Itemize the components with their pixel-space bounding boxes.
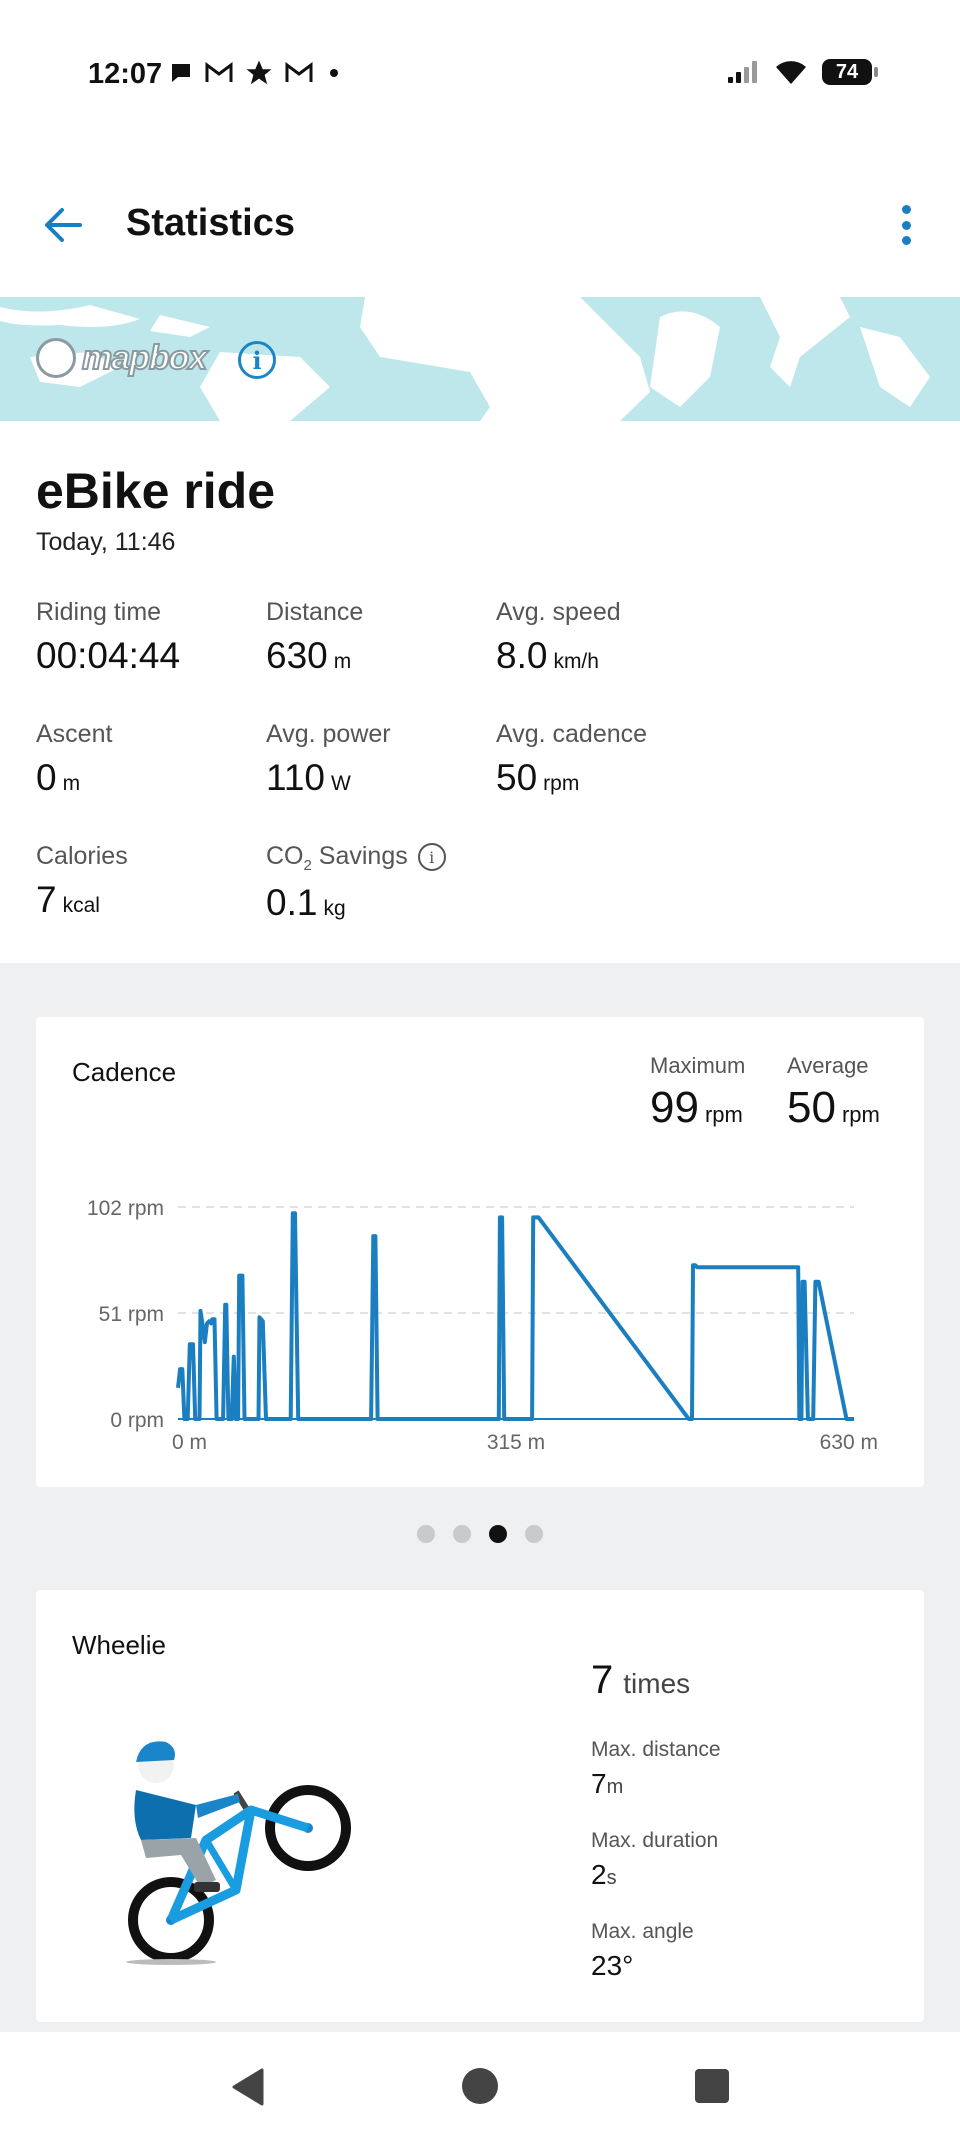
cadence-maximum: Maximum 99 rpm xyxy=(650,1053,745,1133)
cadence-chart[interactable]: 0 rpm 51 rpm 102 rpm 0 m 315 m 630 m xyxy=(36,1017,924,1487)
stat-label: Avg. power xyxy=(266,720,391,748)
pager-dot[interactable] xyxy=(417,1525,435,1543)
stat-co2-savings: CO2 Savings i 0.1 kg xyxy=(266,842,446,924)
stat-label: Distance xyxy=(266,598,364,626)
notification-icons xyxy=(168,58,344,88)
stat-calories: Calories 7 kcal xyxy=(36,842,128,921)
system-nav-bar xyxy=(0,2032,960,2142)
wheelie-max-angle: Max. angle 23° xyxy=(591,1920,694,1981)
pager-dot[interactable] xyxy=(453,1525,471,1543)
wheelie-title: Wheelie xyxy=(72,1630,166,1660)
ride-title: eBike ride xyxy=(36,463,276,519)
stat-avg-power: Avg. power 110 W xyxy=(266,720,391,799)
wheelie-max-distance: Max. distance 7m xyxy=(591,1738,721,1799)
stat-value: 7 kcal xyxy=(36,879,100,920)
stat-label: Ascent xyxy=(36,720,113,748)
cadence-series-line xyxy=(176,1211,854,1421)
gmail-icon xyxy=(205,62,233,82)
mapbox-circle-icon xyxy=(36,338,76,378)
battery-level: 74 xyxy=(835,60,859,83)
gmail-icon xyxy=(285,62,313,82)
system-status-icons: 74 xyxy=(726,58,878,86)
mapbox-logo: mapbox xyxy=(36,338,208,378)
dot-icon xyxy=(330,69,338,77)
recents-square-icon[interactable] xyxy=(694,2068,730,2104)
route-map[interactable] xyxy=(0,297,960,421)
wifi-icon xyxy=(776,61,806,84)
wheelie-rider-icon xyxy=(126,1741,351,1965)
maximum-value: 99 rpm xyxy=(650,1083,743,1132)
cadence-average: Average 50 rpm xyxy=(787,1053,880,1133)
info-icon: i xyxy=(252,345,262,375)
maximum-label: Maximum xyxy=(650,1053,746,1078)
stat-avg-cadence: Avg. cadence 50 rpm xyxy=(496,720,647,799)
x-tick-label: 0 m xyxy=(172,1431,207,1454)
map-info-button[interactable]: i xyxy=(238,341,276,379)
average-value: 50 rpm xyxy=(787,1083,880,1132)
y-tick-label: 51 rpm xyxy=(99,1303,164,1326)
more-vertical-icon xyxy=(901,205,911,214)
more-options-button[interactable] xyxy=(900,205,912,245)
chat-icon xyxy=(172,64,190,82)
pager-dot[interactable] xyxy=(489,1525,507,1543)
signal-icon xyxy=(728,61,757,83)
stat-label: Calories xyxy=(36,842,128,870)
stat-value: 8.0 km/h xyxy=(496,635,599,676)
wheelie-card[interactable]: Wheelie 7 times Max. distance 7m Max. dur… xyxy=(36,1590,924,2022)
back-button[interactable] xyxy=(38,200,88,250)
page-title: Statistics xyxy=(126,202,295,244)
cadence-card[interactable]: Cadence Maximum 99 rpm Average 50 rpm 0 rp… xyxy=(36,1017,924,1487)
cadence-title: Cadence xyxy=(72,1057,177,1087)
wheelie-max-duration: Max. duration 2s xyxy=(591,1829,719,1890)
battery-icon: 74 xyxy=(822,59,878,85)
y-tick-label: 102 rpm xyxy=(87,1197,164,1220)
stat-riding-time: Riding time 00:04:44 xyxy=(36,598,186,677)
wheelie-count: 7 times xyxy=(591,1658,691,1702)
y-tick-label: 0 rpm xyxy=(110,1409,164,1432)
x-tick-label: 315 m xyxy=(487,1431,545,1454)
stat-label: CO2 Savings i xyxy=(266,842,446,874)
stat-label: Riding time xyxy=(36,598,162,626)
stat-label: Avg. speed xyxy=(496,598,621,626)
mapbox-wordmark: mapbox xyxy=(81,338,208,378)
stat-value: 00:04:44 xyxy=(36,635,181,676)
pager-dot[interactable] xyxy=(525,1525,543,1543)
stat-value: 630 m xyxy=(266,635,352,676)
back-triangle-icon[interactable] xyxy=(228,2066,268,2108)
stat-value: 50 rpm xyxy=(496,757,580,798)
home-circle-icon[interactable] xyxy=(460,2066,500,2106)
stat-distance: Distance 630 m xyxy=(266,598,363,677)
card-pager[interactable] xyxy=(0,1525,960,1543)
average-label: Average xyxy=(787,1053,869,1078)
ride-date: Today, 11:46 xyxy=(36,528,176,556)
status-time: 12:07 xyxy=(88,58,163,90)
stat-value: 110 W xyxy=(266,757,351,798)
star-icon xyxy=(246,60,272,85)
stat-avg-speed: Avg. speed 8.0 km/h xyxy=(496,598,621,677)
stat-label: Avg. cadence xyxy=(496,720,648,748)
stat-value: 0.1 kg xyxy=(266,882,346,923)
arrow-left-icon xyxy=(45,208,82,242)
x-tick-label: 630 m xyxy=(820,1431,878,1454)
co2-info-icon[interactable]: i xyxy=(417,843,446,872)
